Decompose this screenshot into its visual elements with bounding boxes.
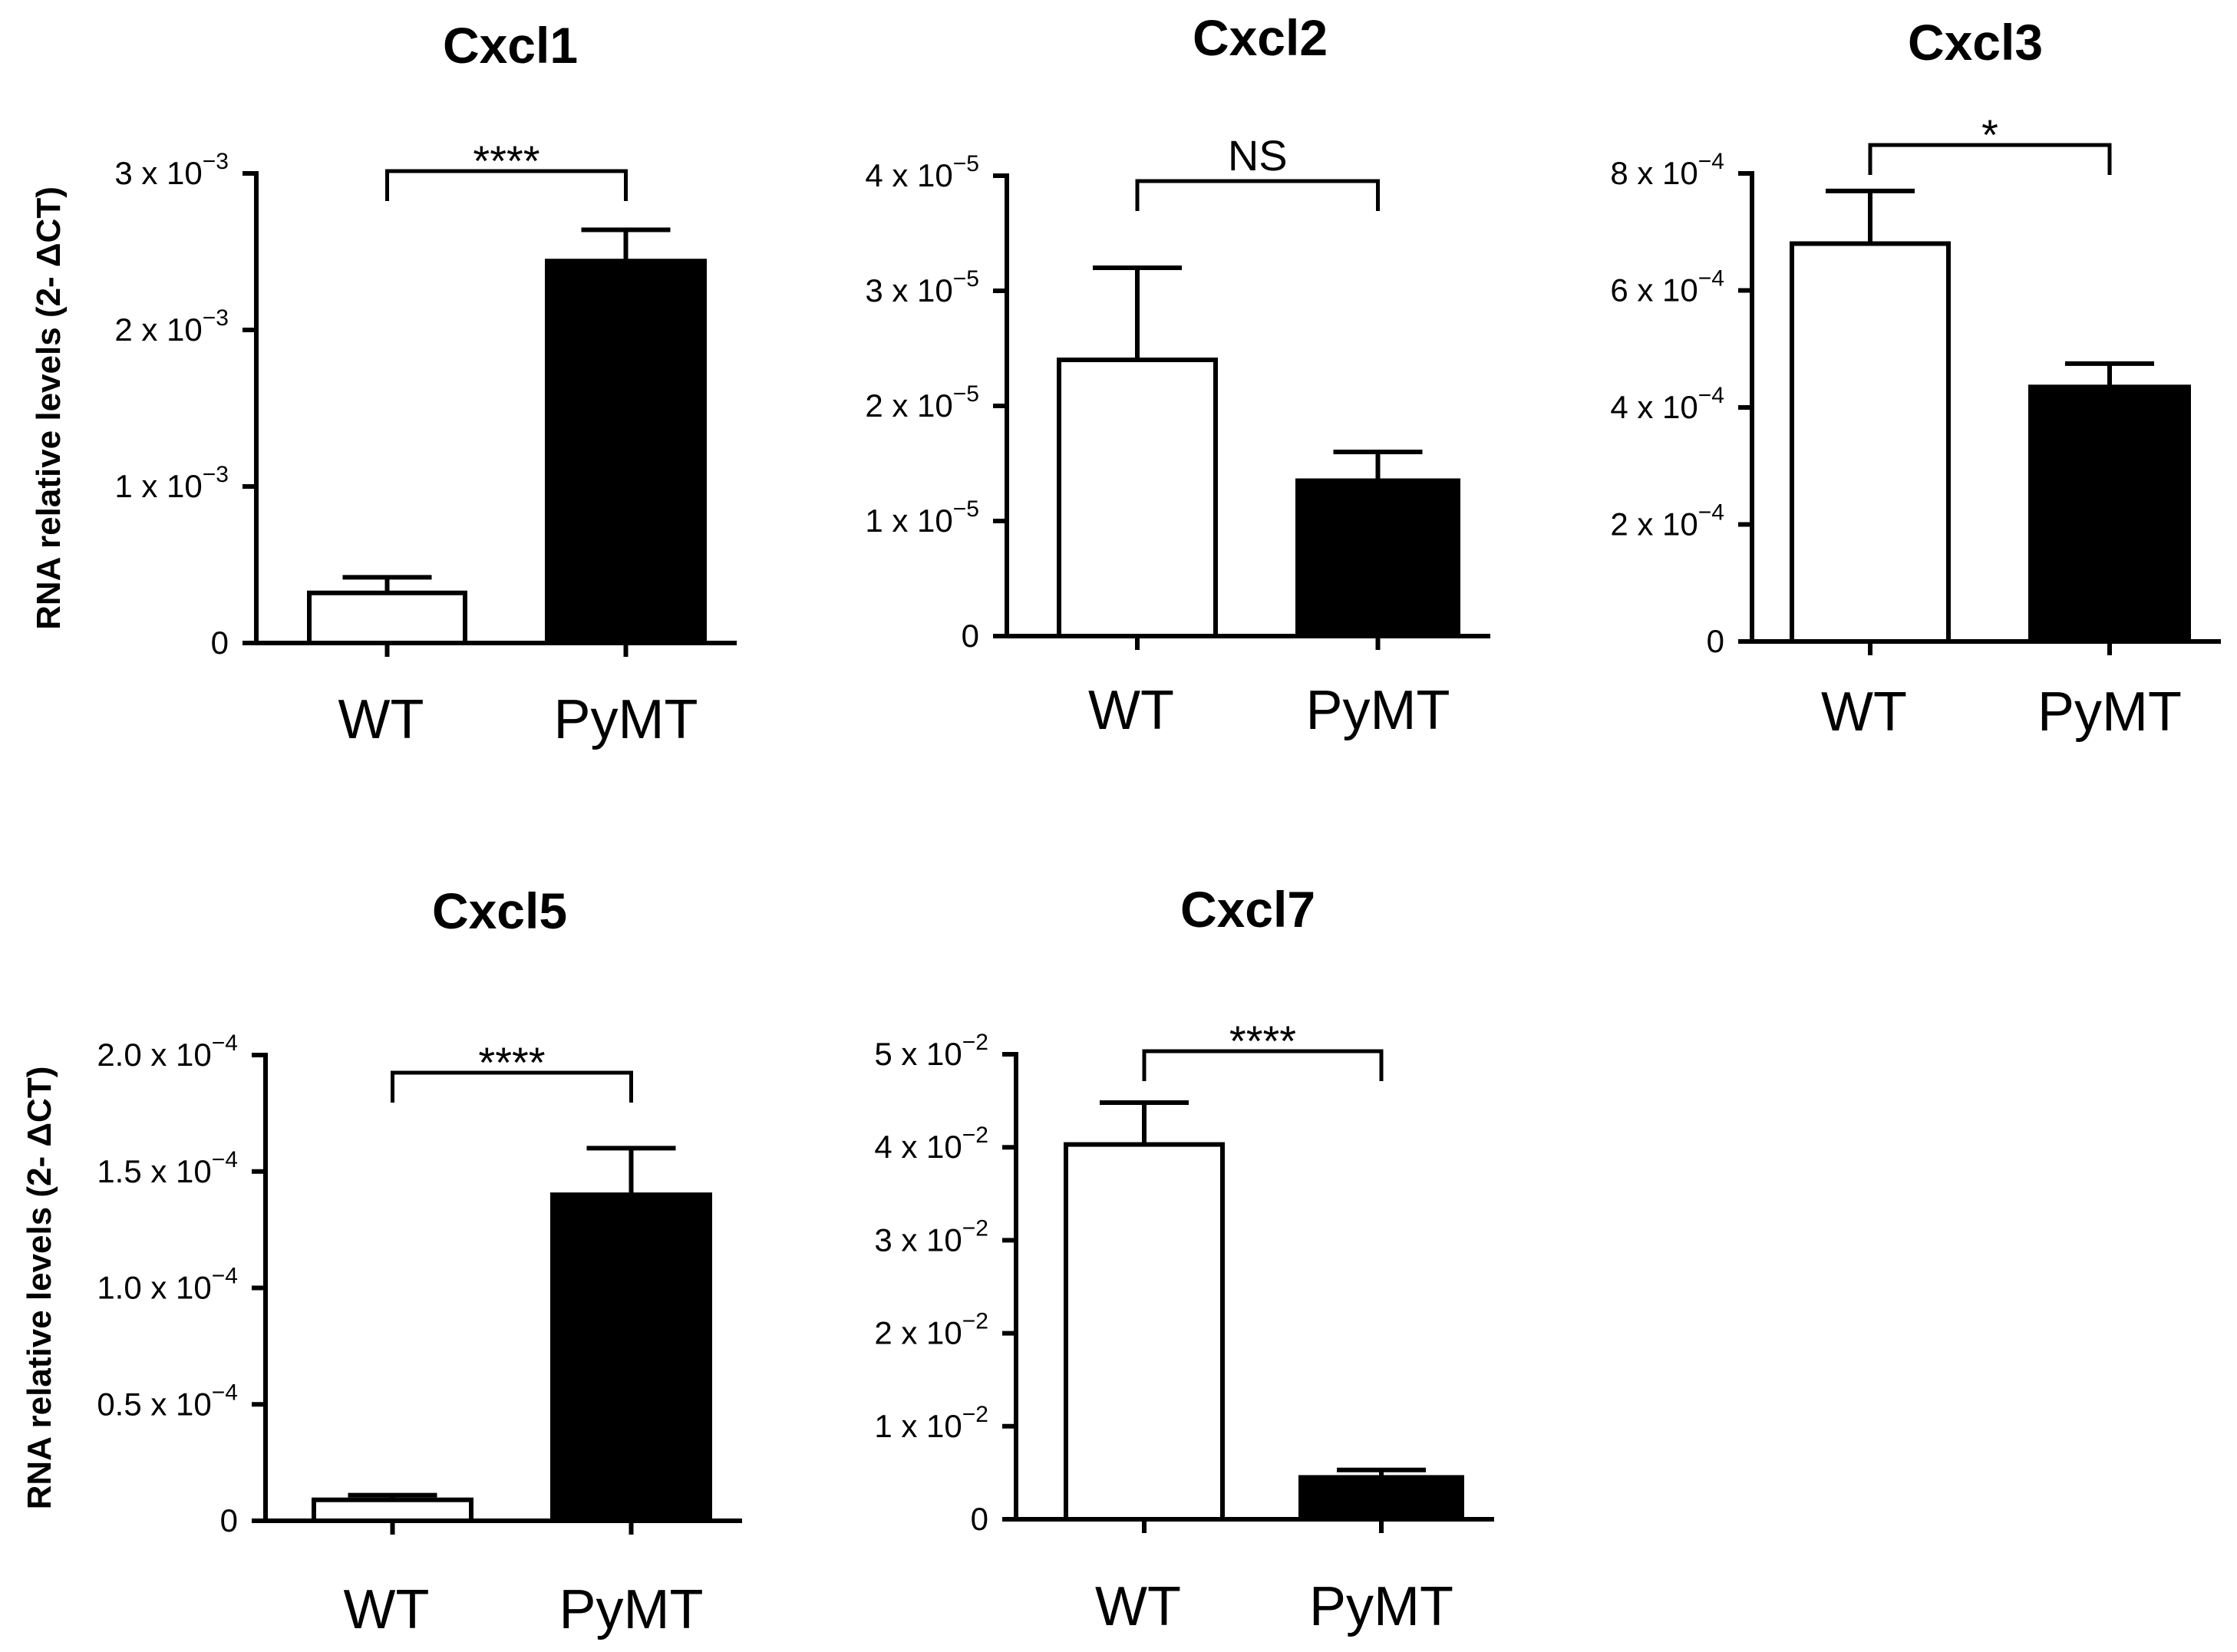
y-tick-label: 3 x 10−3	[114, 149, 229, 191]
chart-title: Cxcl3	[1908, 14, 2043, 71]
bar-wt	[307, 590, 467, 645]
y-tick-label: 0	[220, 1502, 238, 1538]
chart-panel-cxcl3: Cxcl3 0 2 x 10−4 4 x 10−4 6 x 10−4 8 x 10−4 WT…	[1610, 14, 2221, 743]
y-tick-label: 2 x 10−3	[114, 305, 229, 348]
bar-pymt	[550, 1192, 712, 1523]
y-tick-label: 2 x 10−4	[1610, 500, 1724, 542]
y-tick-label: 1 x 10−2	[874, 1402, 988, 1444]
category-label: WT	[1088, 680, 1174, 741]
significance-bracket	[391, 1070, 633, 1103]
significance-bracket	[1142, 1049, 1384, 1081]
category-label: PyMT	[1306, 680, 1450, 741]
chart-panel-cxcl5: Cxcl5 RNA relative levels (2- ΔCT) 0 0.5 x …	[21, 882, 742, 1640]
significance-label: ****	[473, 137, 539, 185]
category-label: WT	[338, 689, 424, 750]
significance-label: ****	[1229, 1017, 1296, 1065]
y-tick-label: 4 x 10−4	[1610, 383, 1724, 425]
chart-title: Cxcl5	[432, 882, 567, 939]
significance-bracket	[1868, 143, 2112, 175]
y-tick-label: 1.5 x 10−4	[97, 1147, 238, 1189]
y-tick-label: 0.5 x 10−4	[97, 1380, 238, 1422]
chart-panel-cxcl7: Cxcl7 0 1 x 10−2 2 x 10−2 3 x 10−2 4 x 10−2 5 …	[874, 881, 1494, 1637]
y-tick-label: 6 x 10−4	[1610, 266, 1724, 308]
chart-panel-cxcl1: Cxcl1 RNA relative levels (2- ΔCT) 0 1 x 10…	[30, 17, 737, 750]
significance-label: NS	[1228, 131, 1288, 180]
y-tick-label: 2 x 10−2	[874, 1309, 988, 1351]
y-tick-label: 4 x 10−5	[865, 151, 979, 193]
category-label: PyMT	[554, 689, 698, 750]
bar-pymt	[1298, 1475, 1464, 1522]
y-tick-label: 1 x 10−3	[114, 462, 229, 504]
bar-pymt	[2028, 384, 2191, 644]
y-tick-label: 3 x 10−5	[865, 266, 979, 308]
chart-title: Cxcl7	[1180, 881, 1315, 938]
category-label: PyMT	[559, 1579, 704, 1640]
category-label: WT	[1095, 1576, 1181, 1637]
bar-pymt	[1295, 478, 1460, 638]
bar-pymt	[545, 259, 707, 645]
category-label: PyMT	[1309, 1576, 1453, 1637]
y-tick-label: 1 x 10−5	[865, 496, 979, 539]
category-label: WT	[1821, 681, 1907, 743]
y-tick-label: 0	[962, 618, 979, 654]
y-tick-label: 0	[1707, 623, 1724, 659]
significance-bracket	[1135, 179, 1380, 211]
bar-wt	[1057, 358, 1218, 638]
y-axis-label: RNA relative levels (2- ΔCT)	[21, 1067, 58, 1510]
category-label: PyMT	[2037, 681, 2182, 743]
bar-wt	[312, 1497, 473, 1524]
y-tick-label: 5 x 10−2	[874, 1030, 988, 1072]
y-tick-label: 0	[211, 625, 229, 661]
significance-label: *	[1981, 110, 1998, 159]
bar-wt	[1064, 1142, 1225, 1522]
y-tick-label: 2 x 10−5	[865, 381, 979, 424]
category-label: WT	[344, 1579, 430, 1640]
chart-panel-cxcl2: Cxcl2 0 1 x 10−5 2 x 10−5 3 x 10−5 4 x 10−5 WT…	[865, 9, 1490, 741]
y-tick-label: 2.0 x 10−4	[97, 1030, 238, 1073]
chart-title: Cxcl1	[443, 17, 578, 74]
significance-label: ****	[478, 1038, 545, 1086]
chart-title: Cxcl2	[1193, 9, 1328, 66]
y-axis-label: RNA relative levels (2- ΔCT)	[30, 186, 68, 630]
bar-wt	[1790, 241, 1951, 644]
y-tick-label: 8 x 10−4	[1610, 149, 1724, 191]
y-tick-label: 4 x 10−2	[874, 1123, 988, 1165]
y-tick-label: 0	[971, 1501, 988, 1537]
y-tick-label: 3 x 10−2	[874, 1215, 988, 1258]
y-tick-label: 1.0 x 10−4	[97, 1264, 238, 1306]
significance-bracket	[385, 169, 628, 201]
